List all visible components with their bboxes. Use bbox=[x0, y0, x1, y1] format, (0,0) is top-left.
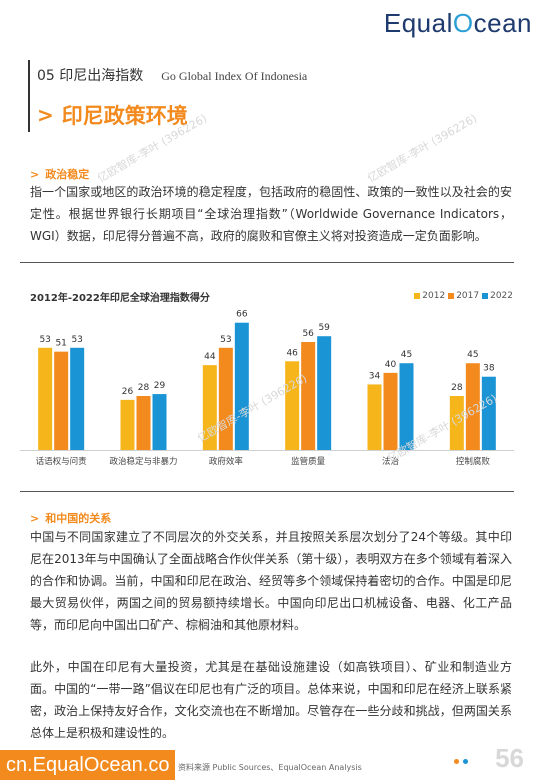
bar-2017-1 bbox=[136, 396, 151, 450]
china-paragraph-1: 中国与不同国家建立了不同层次的外交关系，并且按照关系层次划分了24个等级。其中印… bbox=[30, 530, 512, 632]
category-label-0: 话语权与问责 bbox=[36, 456, 88, 467]
china-heading: > 和中国的关系 bbox=[30, 510, 111, 526]
bar-2022-0 bbox=[70, 347, 85, 450]
data-label-2012-3: 46 bbox=[286, 348, 298, 358]
category-label-4: 法治 bbox=[382, 456, 400, 467]
bar-2022-5 bbox=[481, 376, 496, 450]
bar-2012-5 bbox=[449, 396, 464, 450]
bar-2012-1 bbox=[120, 399, 135, 450]
bar-2012-3 bbox=[285, 361, 300, 450]
bar-2012-0 bbox=[38, 347, 53, 450]
category-label-1: 政治稳定与非暴力 bbox=[109, 456, 177, 467]
legend-label-2012: 2012 bbox=[422, 291, 446, 301]
page-dots bbox=[454, 759, 468, 764]
data-label-2017-3: 56 bbox=[302, 329, 314, 339]
section-subtitle: Go Global Index Of Indonesia bbox=[161, 69, 308, 83]
dot-icon bbox=[463, 759, 468, 764]
bar-2012-2 bbox=[202, 365, 217, 450]
chevron-right-icon: > bbox=[30, 511, 40, 525]
data-label-2022-5: 38 bbox=[483, 364, 495, 374]
footer-url[interactable]: cn.EqualOcean.co bbox=[0, 750, 176, 780]
china-paragraph-2: 此外，中国在印尼有大量投资，尤其是在基础设施建设（如高铁项目）、矿业和制造业方面… bbox=[30, 660, 512, 740]
data-label-2017-0: 51 bbox=[55, 339, 66, 349]
legend-swatch-2012 bbox=[414, 293, 421, 299]
data-label-2012-0: 53 bbox=[39, 335, 50, 345]
politics-heading-text: 政治稳定 bbox=[45, 168, 90, 181]
data-label-2022-0: 53 bbox=[71, 335, 82, 345]
chevron-right-icon: > bbox=[37, 103, 54, 127]
china-heading-text: 和中国的关系 bbox=[45, 512, 112, 525]
bar-2012-4 bbox=[367, 384, 382, 450]
data-label-2012-4: 34 bbox=[369, 371, 381, 381]
chart-bottom-rule bbox=[20, 491, 514, 492]
bar-2022-1 bbox=[152, 394, 167, 450]
legend-swatch-2017 bbox=[448, 293, 455, 299]
data-label-2012-5: 28 bbox=[451, 383, 463, 393]
bar-2017-2 bbox=[218, 347, 233, 450]
section-divider-bar bbox=[28, 60, 30, 132]
dot-icon bbox=[454, 759, 459, 764]
chart-legend: 2012 2017 2022 bbox=[414, 291, 513, 301]
legend-label-2017: 2017 bbox=[456, 291, 480, 301]
bar-2017-4 bbox=[383, 372, 398, 450]
brand-pre: Equal bbox=[383, 8, 453, 38]
data-label-2022-1: 29 bbox=[154, 381, 166, 391]
brand-logo: EqualOcean bbox=[384, 8, 532, 39]
section-header: 05 印尼出海指数 Go Global Index Of Indonesia bbox=[37, 65, 307, 85]
brand-o: O bbox=[452, 8, 474, 38]
page-heading: > 印尼政策环境 bbox=[37, 100, 188, 130]
data-label-2017-5: 45 bbox=[467, 350, 478, 360]
legend-swatch-2022 bbox=[482, 293, 489, 299]
data-label-2012-1: 26 bbox=[122, 387, 134, 397]
data-label-2017-2: 53 bbox=[220, 335, 231, 345]
data-label-2017-4: 40 bbox=[385, 360, 397, 370]
legend-item-2022: 2022 bbox=[482, 291, 513, 301]
chevron-right-icon: > bbox=[30, 167, 40, 181]
data-label-2022-3: 59 bbox=[318, 323, 330, 333]
bar-2017-0 bbox=[54, 351, 69, 450]
bar-2017-5 bbox=[465, 363, 480, 450]
category-label-5: 控制腐败 bbox=[456, 456, 491, 467]
data-label-2012-2: 44 bbox=[204, 352, 216, 362]
chart-top-rule bbox=[20, 262, 514, 263]
category-label-2: 政府效率 bbox=[209, 456, 244, 467]
bar-2017-3 bbox=[301, 342, 316, 450]
legend-label-2022: 2022 bbox=[490, 291, 513, 301]
page-number: 56 bbox=[495, 743, 524, 773]
governance-bar-chart: 53 51 53 话语权与问责 26 28 29 政治稳定与非暴力 44 53 66 政府效率 46 56… bbox=[20, 310, 514, 467]
page-heading-text: 印尼政策环境 bbox=[61, 104, 188, 128]
bar-2022-3 bbox=[317, 336, 332, 450]
category-label-3: 监管质量 bbox=[291, 456, 326, 467]
politics-heading: > 政治稳定 bbox=[30, 166, 89, 182]
politics-paragraph: 指一个国家或地区的政治环境的稳定程度，包括政府的稳固性、政策的一致性以及社会的安… bbox=[30, 185, 512, 243]
data-label-2022-4: 45 bbox=[401, 350, 412, 360]
bar-2022-2 bbox=[234, 322, 249, 450]
legend-item-2017: 2017 bbox=[448, 291, 479, 301]
section-title: 05 印尼出海指数 bbox=[37, 68, 144, 84]
footer-source: 资料来源 Public Sources、EqualOcean Analysis bbox=[178, 763, 362, 772]
brand-post: cean bbox=[473, 8, 532, 38]
data-label-2017-1: 28 bbox=[138, 383, 150, 393]
bar-2022-4 bbox=[399, 363, 414, 450]
data-label-2022-2: 66 bbox=[236, 310, 248, 320]
legend-item-2012: 2012 bbox=[414, 291, 445, 301]
chart-title: 2012年-2022年印尼全球治理指数得分 bbox=[30, 293, 210, 304]
watermark: 亿欧智库-李叶 (396226) bbox=[365, 111, 480, 186]
